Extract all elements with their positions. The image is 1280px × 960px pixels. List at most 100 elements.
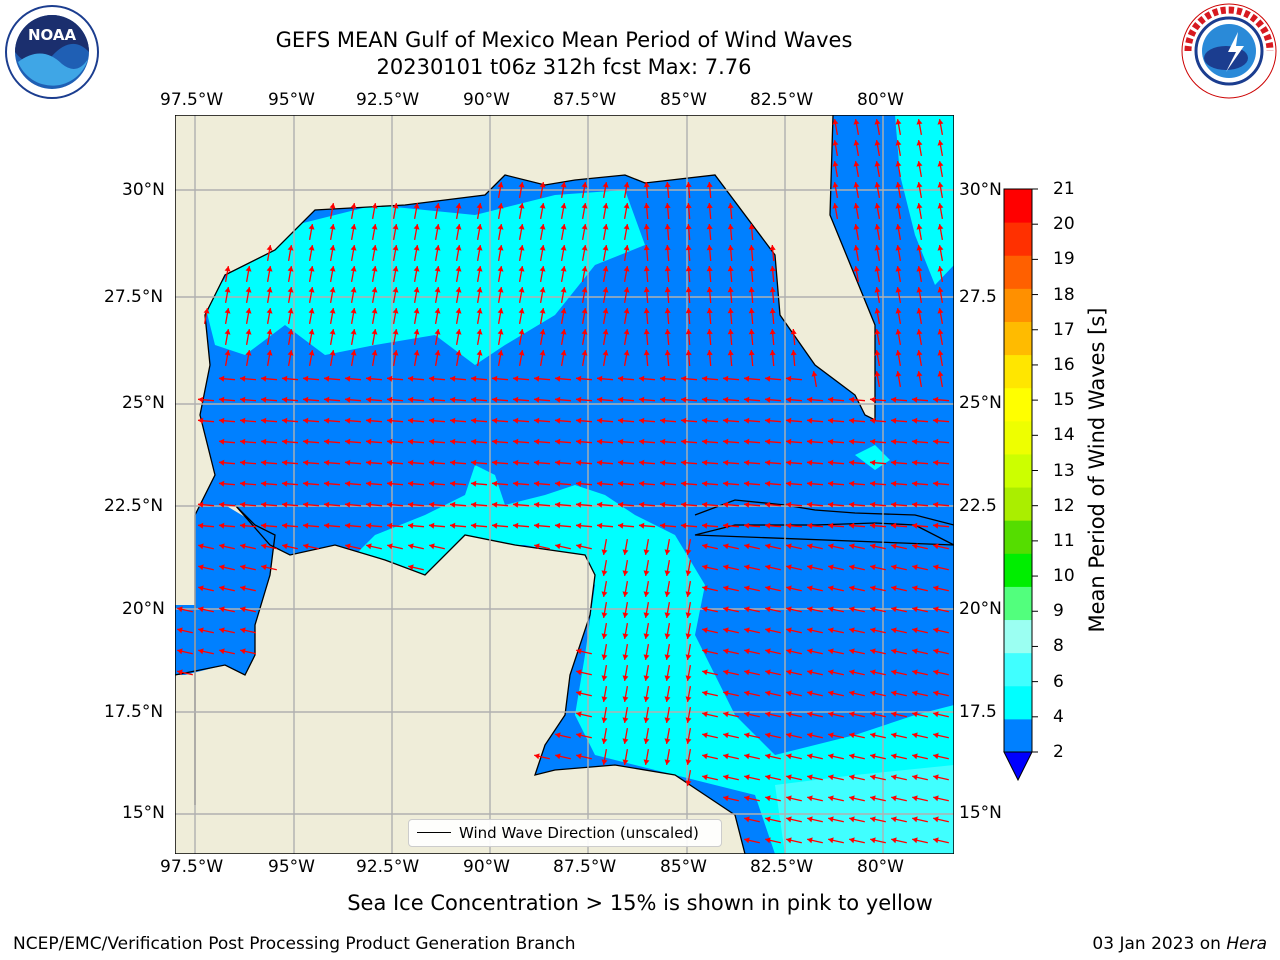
wave-arrow-head <box>664 633 671 639</box>
wave-arrow-head <box>643 245 650 251</box>
wave-arrow-head <box>933 753 939 760</box>
wave-arrow-head <box>497 245 504 251</box>
wave-arrow-head <box>623 308 630 314</box>
lon-label-bottom: 92.5°W <box>356 857 420 877</box>
wave-arrow-head <box>832 203 839 209</box>
wave-arrow-head <box>916 371 923 377</box>
colorbar-tick-label: 11 <box>1053 530 1075 551</box>
wave-arrow-head <box>786 648 792 655</box>
wave-arrow-head <box>832 182 839 188</box>
wave-arrow-head <box>786 606 792 613</box>
wave-arrow-head <box>371 308 378 314</box>
wave-arrow-head <box>685 224 692 230</box>
wave-arrow-head <box>261 396 267 403</box>
wave-arrow-head <box>476 266 483 272</box>
wave-arrow-head <box>329 203 336 209</box>
wave-arrow-head <box>219 648 225 655</box>
wave-arrow-head <box>849 774 855 781</box>
wave-arrow-head <box>387 396 393 403</box>
wave-arrow-head <box>874 140 881 146</box>
wave-arrow-head <box>786 543 792 550</box>
wave-arrow-head <box>366 375 372 382</box>
wave-arrow-head <box>266 266 273 272</box>
wave-arrow-head <box>602 287 609 293</box>
wave-arrow-head <box>245 266 252 272</box>
wave-arrow-head <box>685 612 692 618</box>
wave-arrow-head <box>870 585 876 592</box>
wave-arrow-head <box>664 738 671 744</box>
wave-arrow-head <box>685 654 692 660</box>
sea-ice-note: Sea Ice Concentration > 15% is shown in … <box>347 891 933 915</box>
wave-arrow-head <box>912 753 918 760</box>
wave-arrow-head <box>874 119 881 125</box>
wave-arrow-head <box>828 606 834 613</box>
wave-arrow-head <box>933 648 939 655</box>
wave-arrow-head <box>807 564 813 571</box>
wave-arrow-head <box>660 459 666 466</box>
wave-arrow-head <box>245 308 252 314</box>
wave-arrow-head <box>240 585 246 592</box>
wave-arrow-head <box>828 480 834 487</box>
wave-arrow-head <box>933 417 939 424</box>
wave-arrow-head <box>639 459 645 466</box>
wave-arrow-head <box>828 585 834 592</box>
wave-arrow-head <box>266 329 273 335</box>
wave-arrow-head <box>576 375 582 382</box>
wave-arrow-head <box>408 438 414 445</box>
wave-arrow-head <box>450 375 456 382</box>
wave-arrow-head <box>828 732 834 739</box>
wave-arrow-head <box>597 459 603 466</box>
wave-arrow-head <box>366 417 372 424</box>
wave-arrow-head <box>786 396 792 403</box>
colorbar-segment <box>1004 255 1032 289</box>
lon-label-top: 97.5°W <box>160 90 224 110</box>
wave-arrow-head <box>723 543 729 550</box>
wave-arrow-head <box>685 675 692 681</box>
wave-arrow-head <box>664 203 671 209</box>
colorbar-segment <box>1004 420 1032 455</box>
wave-arrow-head <box>849 648 855 655</box>
colorbar-segment <box>1004 487 1032 521</box>
wave-arrow-head <box>324 417 330 424</box>
wave-arrow-head <box>434 224 441 230</box>
wave-arrow-head <box>329 308 336 314</box>
wave-arrow-head <box>744 564 750 571</box>
wave-arrow-head <box>807 522 813 529</box>
wave-arrow-head <box>492 375 498 382</box>
wave-arrow-head <box>664 759 671 765</box>
wave-arrow-head <box>513 417 519 424</box>
wave-arrow-head <box>555 732 561 739</box>
colorbar-tick-label: 20 <box>1053 214 1075 235</box>
wave-arrow-head <box>874 224 881 230</box>
wave-arrow-head <box>308 266 315 272</box>
wave-arrow-head <box>895 371 902 377</box>
wave-arrow-head <box>429 438 435 445</box>
colorbar-tick-label: 9 <box>1053 601 1064 622</box>
wave-arrow-head <box>261 417 267 424</box>
wave-arrow-head <box>744 522 750 529</box>
wave-arrow-head <box>219 417 225 424</box>
wave-arrow-head <box>623 329 630 335</box>
wave-arrow-head <box>727 350 734 356</box>
wave-arrow-head <box>891 690 897 697</box>
wave-arrow-head <box>240 543 246 550</box>
wave-arrow-head <box>874 161 881 167</box>
wave-arrow-head <box>450 459 456 466</box>
wave-arrow-head <box>622 549 629 555</box>
lon-label-bottom: 80°W <box>857 857 904 877</box>
wave-arrow-head <box>786 795 792 802</box>
wave-arrow-head <box>681 522 687 529</box>
wave-arrow-head <box>581 287 588 293</box>
wave-arrow-head <box>497 350 504 356</box>
wave-arrow-head <box>643 654 650 660</box>
wave-arrow-head <box>702 480 708 487</box>
wave-arrow-head <box>345 543 351 550</box>
wave-arrow-head <box>912 732 918 739</box>
wave-arrow-head <box>576 690 582 697</box>
wave-arrow-head <box>303 375 309 382</box>
wave-arrow-head <box>534 375 540 382</box>
colorbar-tick-label: 2 <box>1053 742 1064 762</box>
wave-arrow-head <box>622 633 629 639</box>
wave-arrow-head <box>224 329 231 335</box>
lat-label-left: 27.5°N <box>104 287 164 307</box>
